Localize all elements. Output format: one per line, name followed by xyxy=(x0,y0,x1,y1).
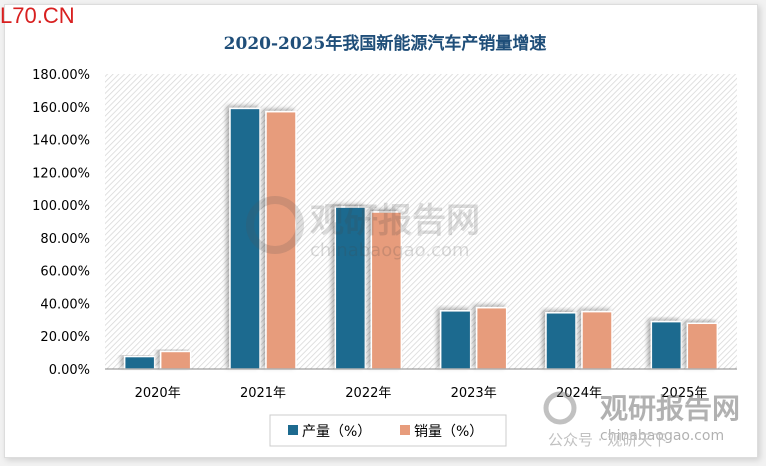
y-tick-label: 40.00% xyxy=(40,297,90,312)
bar-production xyxy=(229,107,261,370)
svg-text:chinabaogao.com: chinabaogao.com xyxy=(310,240,470,261)
legend xyxy=(269,414,507,447)
y-tick-label: 140.00% xyxy=(32,134,90,149)
svg-text:观研报告网: 观研报告网 xyxy=(310,201,480,241)
y-tick-label: 120.00% xyxy=(32,166,90,181)
bar-production xyxy=(545,312,577,370)
x-tick-label: 2023年 xyxy=(451,386,497,401)
x-tick-label: 2024年 xyxy=(556,386,602,401)
bar-sales xyxy=(581,310,613,370)
x-tick-label: 2021年 xyxy=(240,386,286,401)
svg-text:公众号 · 观研天下: 公众号 · 观研天下 xyxy=(548,431,667,449)
y-tick-label: 0.00% xyxy=(49,363,90,378)
legend-label: 产量（%） xyxy=(302,424,371,440)
bar-production xyxy=(650,320,683,370)
y-tick-label: 80.00% xyxy=(40,232,90,247)
y-tick-label: 100.00% xyxy=(32,199,90,214)
legend-swatch xyxy=(400,425,410,435)
chart-title: 2020-2025年我国新能源汽车产销量增速 xyxy=(224,33,547,54)
bar-sales xyxy=(265,110,297,370)
x-tick-label: 2025年 xyxy=(661,386,707,401)
svg-text:观研报告网: 观研报告网 xyxy=(600,392,740,425)
bar-production xyxy=(123,355,156,370)
y-tick-label: 160.00% xyxy=(32,101,90,116)
background-watermark: 观研报告网 chinabaogao.com xyxy=(246,196,480,261)
y-tick-label: 180.00% xyxy=(32,68,90,83)
y-tick-label: 60.00% xyxy=(40,265,90,280)
bar-sales xyxy=(475,306,508,370)
bar-sales xyxy=(686,322,719,370)
bar-production xyxy=(439,310,472,370)
x-tick-label: 2020年 xyxy=(135,386,181,401)
bar-sales xyxy=(370,211,403,370)
y-tick-label: 20.00% xyxy=(40,330,90,345)
footer-watermark: 观研报告网 chinabaogao.com 公众号 · 观研天下 xyxy=(543,391,740,449)
plot-area xyxy=(105,74,737,369)
svg-text:chinabaogao.com: chinabaogao.com xyxy=(600,428,724,444)
legend-label: 销量（%） xyxy=(414,424,483,440)
x-tick-label: 2022年 xyxy=(345,386,391,401)
bar-sales xyxy=(159,350,192,370)
legend-swatch xyxy=(288,425,298,435)
site-watermark: L70.CN xyxy=(0,3,75,28)
